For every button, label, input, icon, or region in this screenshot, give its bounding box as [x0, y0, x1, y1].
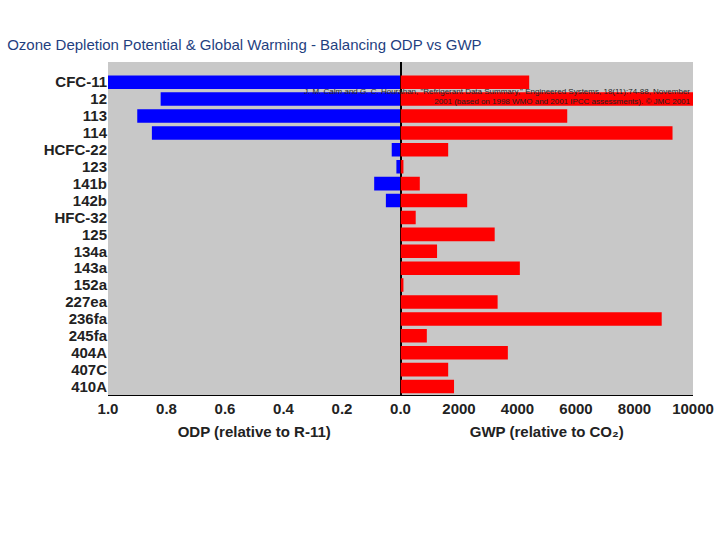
svg-text:HCFC-22: HCFC-22 — [44, 141, 107, 158]
svg-text:HFC-32: HFC-32 — [54, 209, 107, 226]
svg-text:0.6: 0.6 — [215, 400, 236, 417]
svg-text:227ea: 227ea — [65, 293, 107, 310]
svg-text:134a: 134a — [74, 243, 108, 260]
svg-text:410A: 410A — [71, 378, 107, 395]
svg-text:4000: 4000 — [501, 400, 534, 417]
svg-text:6000: 6000 — [559, 400, 592, 417]
svg-text:ODP (relative to R-11): ODP (relative to R-11) — [178, 423, 331, 440]
svg-text:114: 114 — [83, 124, 108, 141]
svg-text:407C: 407C — [71, 361, 107, 378]
svg-text:143a: 143a — [74, 259, 108, 276]
svg-text:Ozone Depletion Potential & Gl: Ozone Depletion Potential & Global Warmi… — [7, 36, 481, 53]
svg-text:142b: 142b — [73, 192, 107, 209]
svg-text:0.0: 0.0 — [390, 400, 411, 417]
svg-text:152a: 152a — [74, 276, 108, 293]
svg-text:125: 125 — [82, 226, 107, 243]
svg-text:0.2: 0.2 — [332, 400, 353, 417]
svg-text:J. M. Calm and G. C. Hourahan,: J. M. Calm and G. C. Hourahan, "Refriger… — [304, 87, 691, 106]
svg-text:10000: 10000 — [672, 400, 714, 417]
svg-text:0.8: 0.8 — [156, 400, 177, 417]
svg-text:CFC-11: CFC-11 — [55, 73, 107, 90]
svg-text:123: 123 — [82, 158, 107, 175]
svg-text:0.4: 0.4 — [273, 400, 295, 417]
svg-text:12: 12 — [90, 90, 107, 107]
svg-text:245fa: 245fa — [69, 327, 108, 344]
svg-text:1.0: 1.0 — [98, 400, 119, 417]
svg-text:2000: 2000 — [442, 400, 475, 417]
svg-text:GWP (relative to CO₂): GWP (relative to CO₂) — [470, 423, 624, 440]
svg-text:236fa: 236fa — [69, 310, 108, 327]
svg-text:113: 113 — [83, 107, 107, 124]
svg-text:8000: 8000 — [618, 400, 651, 417]
svg-text:404A: 404A — [71, 344, 107, 361]
svg-text:141b: 141b — [73, 175, 107, 192]
